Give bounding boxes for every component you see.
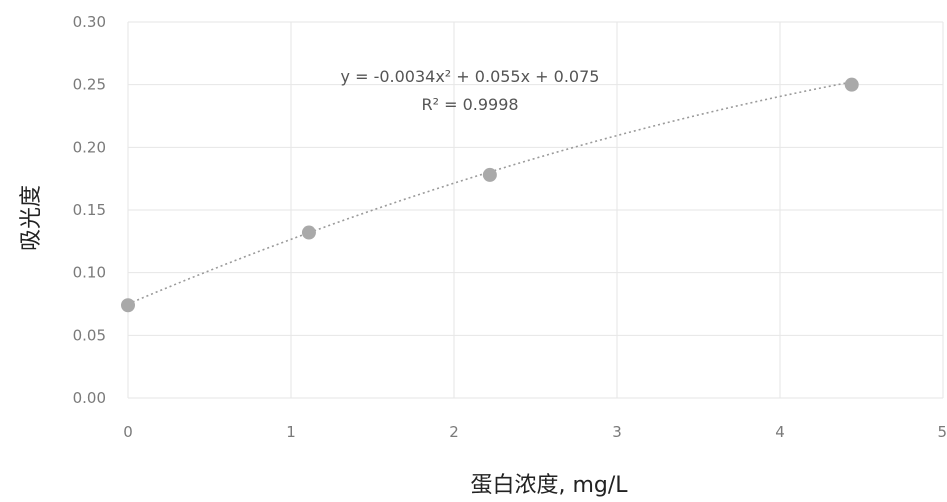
y-axis-title: 吸光度 [19, 185, 44, 251]
data-point [482, 167, 497, 182]
x-axis-title: 蛋白浓度, mg/L [470, 473, 628, 498]
data-point [121, 298, 135, 313]
y-tick-label: 0.30 [73, 13, 106, 31]
r-squared-label: R² = 0.9998 [421, 95, 518, 114]
x-tick-label: 0 [123, 423, 133, 441]
grid [127, 21, 944, 399]
x-tick-label: 1 [286, 423, 296, 441]
trendline-equation: y = -0.0034x² + 0.055x + 0.075 [341, 67, 600, 86]
x-tick-label: 5 [937, 423, 947, 441]
x-tick-label: 2 [449, 423, 459, 441]
x-tick-label: 4 [775, 423, 785, 441]
y-tick-label: 0.15 [73, 201, 106, 219]
x-axis-ticks: 0 1 2 3 4 5 [123, 423, 947, 441]
x-tick-label: 3 [612, 423, 622, 441]
data-point [301, 225, 316, 240]
y-tick-label: 0.20 [73, 138, 106, 156]
y-tick-label: 0.05 [73, 326, 106, 344]
data-points [121, 77, 859, 313]
y-tick-label: 0.10 [73, 264, 106, 282]
y-axis-ticks: 0.00 0.05 0.10 0.15 0.20 0.25 0.30 [73, 13, 106, 407]
data-point [844, 77, 859, 92]
trendline [127, 81, 852, 305]
y-tick-label: 0.00 [73, 389, 106, 407]
y-tick-label: 0.25 [73, 76, 106, 94]
